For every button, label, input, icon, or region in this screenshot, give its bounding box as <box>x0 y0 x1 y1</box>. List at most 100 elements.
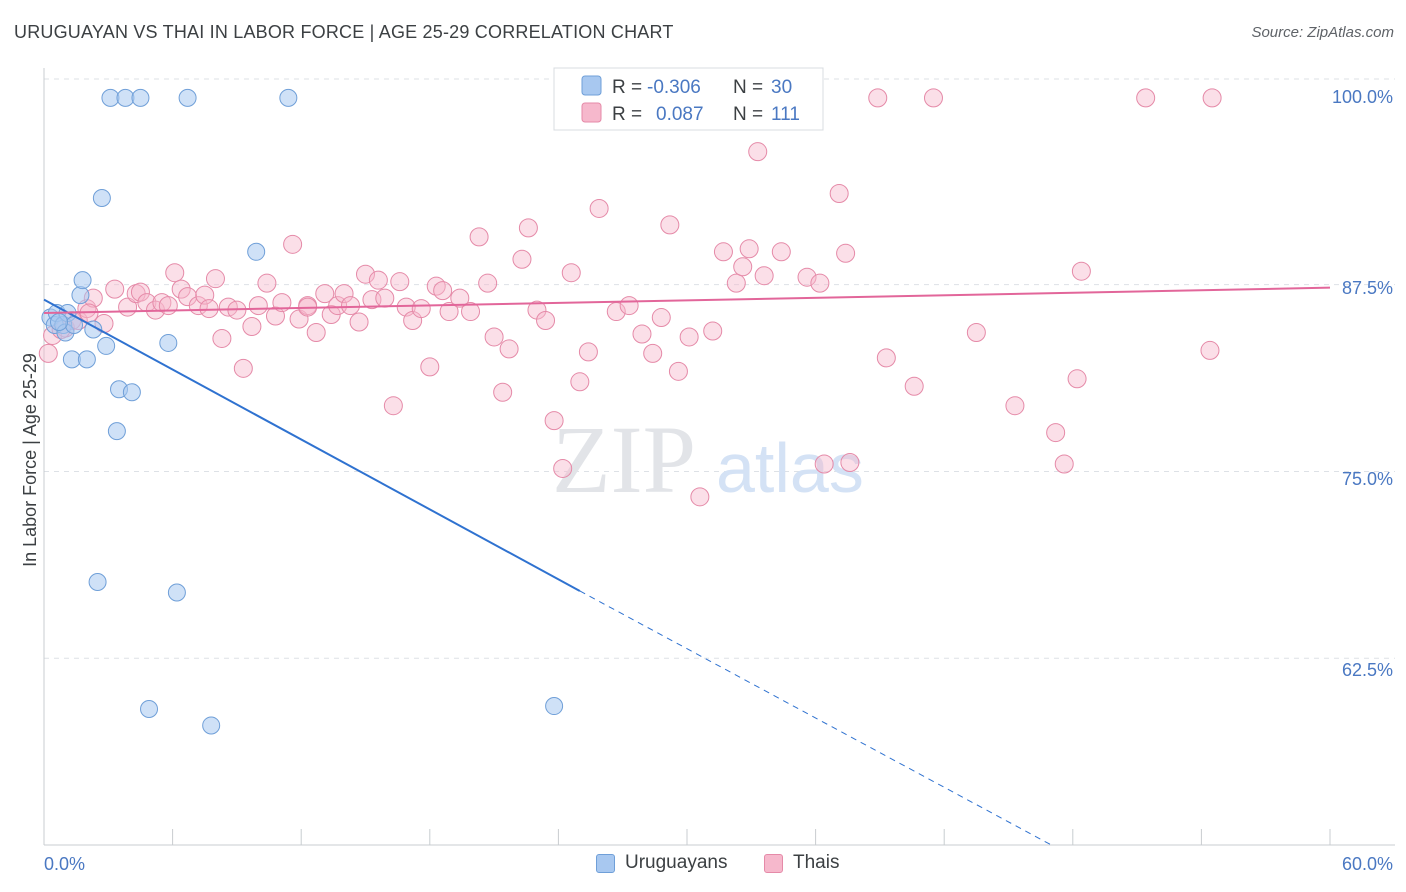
thais-point <box>814 454 834 474</box>
uruguayans-point <box>88 573 107 592</box>
legend-item-thais[interactable]: Thais <box>764 852 839 874</box>
uruguayans-point <box>178 88 197 107</box>
uruguayans-point <box>107 422 126 441</box>
thais-point <box>810 273 830 293</box>
thais-point <box>433 281 453 301</box>
stats-legend: R = -0.306 N = 30 R = 0.087 N = 111 <box>553 67 824 131</box>
y-tick-label: 75.0% <box>1342 469 1393 489</box>
thais-point <box>651 308 671 328</box>
thais-points <box>38 88 1222 507</box>
thais-point <box>334 284 354 304</box>
thais-point <box>1054 454 1074 474</box>
thais-point <box>375 288 395 308</box>
thais-point <box>553 458 573 478</box>
thais-point <box>439 302 459 322</box>
thais-point <box>248 296 268 316</box>
thais-point <box>158 296 178 316</box>
uruguayans-point <box>116 88 135 107</box>
trend-lines <box>43 286 1331 846</box>
thais-point <box>478 273 498 293</box>
legend-swatch-uruguayans <box>596 853 615 873</box>
thais-point <box>171 279 191 299</box>
thais-point <box>212 328 232 348</box>
uruguayans-point <box>84 320 103 339</box>
thais-point <box>469 227 489 247</box>
thais-point <box>868 88 888 108</box>
thais-point <box>493 382 513 402</box>
uruguayans-point <box>545 697 564 716</box>
stats-swatch-thais <box>581 102 602 123</box>
thais-point <box>356 264 375 284</box>
thais-point <box>589 198 609 218</box>
thais-point <box>632 324 652 344</box>
thais-point <box>383 396 403 416</box>
thais-point <box>578 342 598 362</box>
thais-point <box>726 273 746 293</box>
stats-thai-n-label: N = <box>733 104 763 125</box>
uruguayans-point <box>202 716 221 735</box>
thais-point <box>966 322 986 342</box>
thais-point <box>390 272 410 292</box>
thais-point <box>1202 88 1222 108</box>
thais-point <box>242 317 262 337</box>
thais-point <box>840 452 860 472</box>
thais-point <box>349 312 369 332</box>
watermark: ZIP atlas <box>552 406 864 513</box>
chart-source: Source: ZipAtlas.com <box>1251 24 1394 41</box>
thais-point <box>306 322 326 342</box>
legend-swatch-thais <box>764 853 783 873</box>
thais-point <box>836 243 856 263</box>
stats-thai-r-value: 0.087 <box>656 104 704 125</box>
stats-thai-r-label: R = <box>612 104 642 125</box>
thais-point <box>876 348 896 368</box>
uruguayans-point <box>77 350 96 369</box>
x-tick-label: 60.0% <box>1342 854 1393 874</box>
thais-point <box>797 267 817 287</box>
uruguayans-point <box>50 313 69 332</box>
thais-point <box>257 273 277 293</box>
bottom-legend: Uruguayans Thais <box>0 850 1406 880</box>
thais-point <box>739 239 759 259</box>
thais-point <box>754 266 774 286</box>
thais-point <box>570 372 590 392</box>
thais-point <box>205 269 225 289</box>
legend-item-uruguayans[interactable]: Uruguayans <box>596 852 727 874</box>
stats-uru-r-value: -0.306 <box>647 77 701 98</box>
uruguayans-trend-line <box>43 298 581 592</box>
thais-point <box>619 296 639 316</box>
thais-point <box>536 311 556 331</box>
thais-point <box>233 358 253 378</box>
stats-uru-r-label: R = <box>612 77 642 98</box>
thais-point <box>518 218 538 238</box>
thais-point <box>484 327 504 347</box>
uruguayans-point <box>122 383 141 402</box>
y-tick-label: 87.5% <box>1342 278 1393 298</box>
chart-title: URUGUAYAN VS THAI IN LABOR FORCE | AGE 2… <box>14 22 674 42</box>
stats-uru-n-value: 30 <box>771 77 792 98</box>
uruguayans-point <box>62 350 81 369</box>
thais-point <box>1046 423 1066 443</box>
thais-point <box>713 242 733 262</box>
uruguayans-point <box>131 88 150 107</box>
uruguayans-point <box>167 583 186 602</box>
tick-labels: 62.5% 75.0% 87.5% 100.0% 0.0% 60.0% <box>44 87 1393 874</box>
y-tick-label: 100.0% <box>1332 87 1393 107</box>
thais-point <box>643 343 663 363</box>
thais-point <box>1136 88 1156 108</box>
y-axis-label: In Labor Force | Age 25-29 <box>20 353 40 567</box>
thais-point <box>499 339 519 359</box>
watermark-atlas: atlas <box>716 429 864 507</box>
thais-point <box>690 487 710 507</box>
thais-point <box>668 361 688 381</box>
thais-point <box>272 293 292 313</box>
thais-point <box>561 263 581 283</box>
thais-trend-line <box>43 286 1331 315</box>
thais-point <box>829 184 849 204</box>
thais-point <box>130 282 150 302</box>
legend-label-uruguayans: Uruguayans <box>625 852 728 873</box>
thais-point <box>165 263 185 283</box>
thais-point <box>748 142 768 162</box>
thais-point <box>420 357 440 377</box>
uruguayans-point <box>140 700 159 719</box>
uruguayans-points <box>41 88 564 735</box>
